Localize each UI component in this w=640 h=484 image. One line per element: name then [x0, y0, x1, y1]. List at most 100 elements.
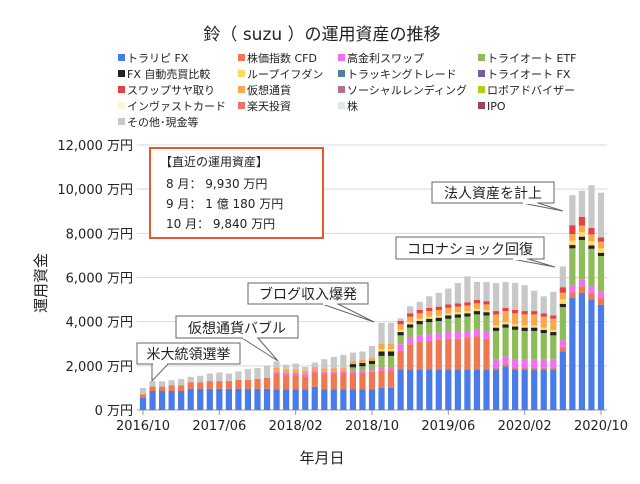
bar-segment: [559, 299, 566, 304]
y-tick-label: 4,000 万円: [66, 316, 133, 331]
bar-segment: [407, 337, 414, 345]
bar-segment: [349, 372, 357, 390]
bar-segment: [349, 360, 357, 365]
bar-segment: [569, 245, 576, 249]
bar-segment: [454, 314, 461, 318]
bar-segment: [178, 379, 185, 386]
bar-segment: [378, 355, 385, 367]
bar-segment: [407, 344, 414, 370]
legend-label: トライオート ETF: [487, 52, 577, 65]
bar-segment: [158, 386, 166, 392]
bar-stack: [149, 381, 156, 410]
bar-segment: [512, 367, 519, 370]
bar-segment: [473, 308, 481, 312]
bar-segment: [597, 192, 605, 238]
x-tick-label: 2016/10: [116, 419, 170, 434]
bar-segment: [483, 312, 490, 316]
bar-segment: [349, 389, 357, 410]
bar-segment: [378, 322, 385, 344]
legend-label: ループイフダン: [247, 67, 323, 81]
bar-segment: [540, 313, 547, 317]
callout-pointer: [241, 337, 279, 362]
bar-segment: [531, 359, 538, 368]
bar-segment: [588, 234, 595, 242]
bar-segment: [359, 359, 366, 363]
x-tick-label: 2018/10: [345, 419, 399, 434]
bar-segment: [531, 369, 538, 410]
legend-swatch: [238, 54, 245, 61]
bar-segment: [578, 232, 586, 237]
bar-stack: [464, 276, 471, 410]
bar-segment: [263, 365, 271, 378]
bar-segment: [283, 389, 290, 410]
bar-stack: [578, 190, 586, 410]
annotation-label: コロナショック回復: [407, 241, 533, 258]
bar-stack: [283, 364, 290, 410]
bar-segment: [349, 367, 357, 371]
legend-swatch: [118, 54, 125, 61]
annotation-label: 仮想通貨バブル: [188, 320, 286, 337]
legend-label: 株: [347, 99, 358, 113]
annotation-label: 法人資産を計上: [444, 186, 542, 202]
bar-segment: [569, 225, 576, 234]
legend-item: 楽天投資: [238, 99, 291, 113]
y-tick-label: 12,000 万円: [57, 139, 133, 154]
bar-segment: [512, 359, 519, 368]
bar-segment: [531, 325, 538, 328]
bar-segment: [454, 283, 461, 304]
bar-segment: [426, 322, 433, 335]
callout-box: [431, 181, 555, 204]
bar-segment: [550, 367, 557, 370]
bar-segment: [273, 367, 280, 372]
bar-stack: [216, 372, 223, 410]
bar-segment: [512, 324, 519, 327]
bar-stack: [492, 283, 500, 410]
legend-label: トラリピ FX: [127, 52, 189, 65]
legend-label: 仮想通貨: [247, 83, 291, 97]
bar-segment: [407, 316, 414, 323]
bar-segment: [292, 363, 299, 370]
y-axis-title: 運用資金: [32, 253, 50, 313]
bar-stack: [426, 296, 433, 410]
bar-segment: [540, 333, 547, 360]
bar-segment: [454, 306, 461, 313]
bar-segment: [454, 369, 461, 410]
bar-segment: [559, 292, 566, 300]
bar-segment: [387, 366, 395, 371]
bar-segment: [578, 279, 586, 287]
bar-segment: [359, 370, 366, 373]
bar-segment: [302, 374, 309, 377]
info-box-line-oct: 10 月： 9,840 万円: [166, 217, 275, 231]
bar-segment: [502, 311, 509, 323]
callout-box: [136, 342, 241, 365]
bar-segment: [378, 387, 385, 410]
legend-swatch: [118, 118, 125, 125]
bar-segment: [512, 369, 519, 410]
bar-segment: [454, 332, 461, 339]
bar-segment: [550, 369, 557, 410]
bar-segment: [540, 329, 547, 334]
x-tick-label: 2018/02: [269, 419, 323, 434]
annotation-callout: 仮想通貨バブル: [175, 315, 299, 362]
bar-segment: [368, 364, 376, 370]
bar-segment: [550, 332, 557, 336]
bar-segment: [378, 343, 385, 350]
bar-segment: [263, 388, 271, 410]
bar-segment: [235, 379, 242, 389]
bar-segment: [368, 389, 376, 410]
bar-segment: [578, 216, 586, 226]
bar-segment: [435, 306, 442, 310]
bar-segment: [292, 389, 299, 410]
bar-segment: [426, 316, 433, 319]
legend-swatch: [338, 102, 345, 109]
bar-segment: [473, 314, 481, 330]
bar-segment: [531, 367, 538, 370]
bar-segment: [407, 322, 414, 325]
bar-segment: [597, 298, 605, 305]
bar-segment: [540, 327, 547, 330]
bar-stack: [368, 345, 376, 410]
legend: トラリピ FX 株価指数 CFD 高金利スワップ トライオート ETF FX 自動売買比…: [118, 51, 577, 129]
bar-stack: [597, 192, 605, 410]
bar-stack: [550, 291, 557, 410]
bar-segment: [206, 373, 213, 382]
